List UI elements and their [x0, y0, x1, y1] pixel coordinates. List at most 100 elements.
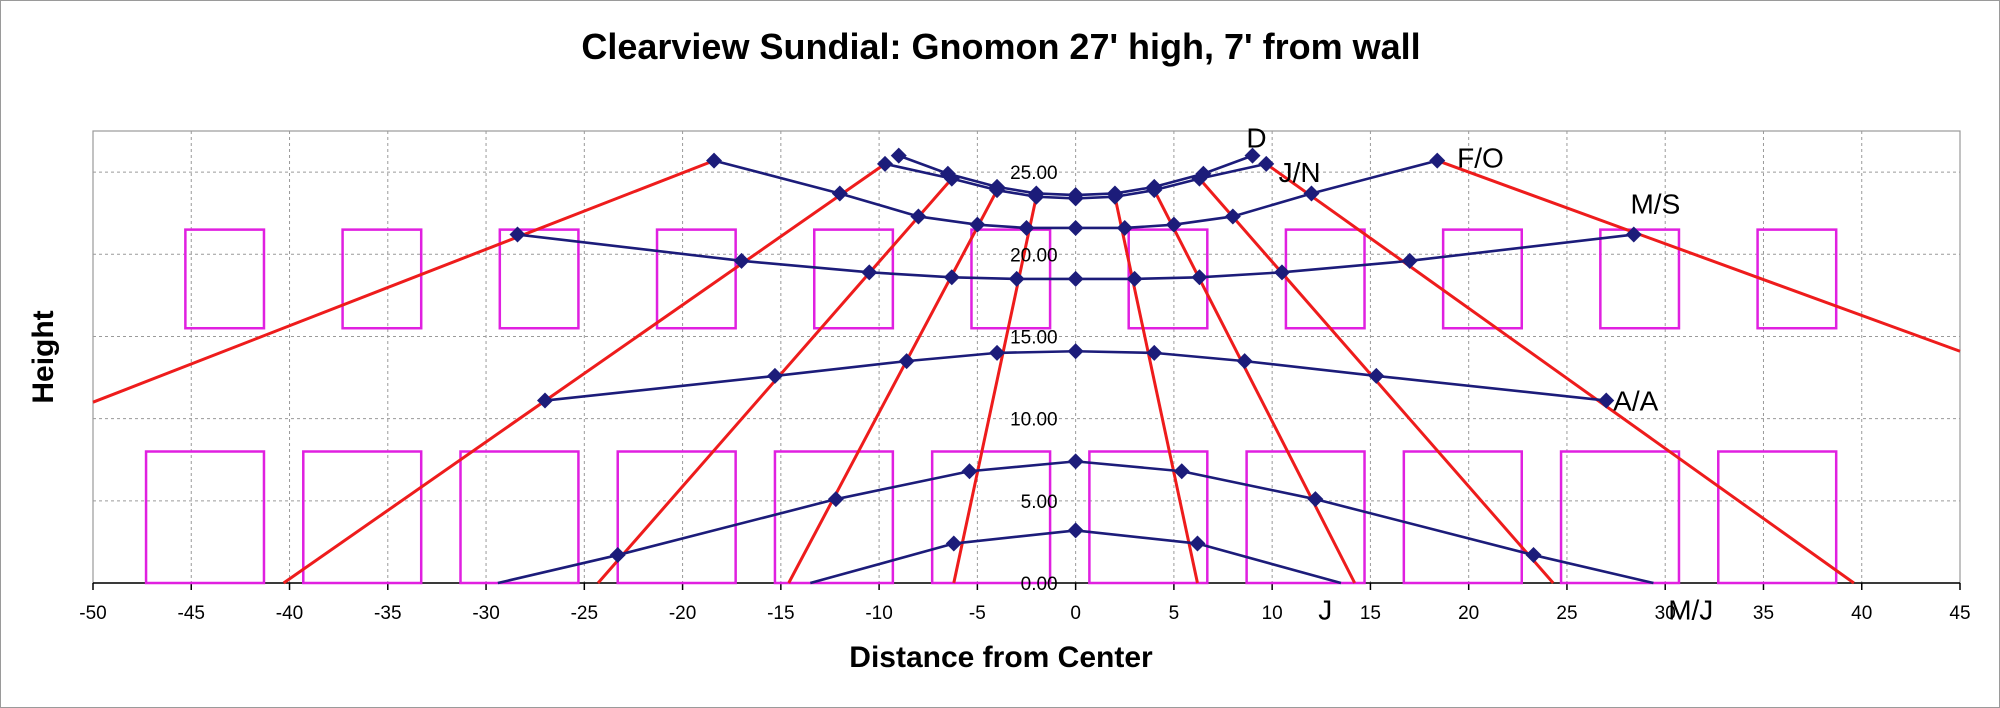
tick-labels: -50 -45 -40 -35 -30 -25 -20 -15 -10 -5 0 5 10 15 20 25 3…: [79, 163, 1970, 624]
lower-window: [1245, 450, 1366, 585]
x-tick-label: -35: [374, 603, 401, 624]
lower-window: [144, 450, 266, 585]
annotation-label: J: [1318, 594, 1332, 625]
x-tick-label: -5: [969, 603, 986, 624]
x-axis-label: Distance from Center: [849, 641, 1153, 674]
y-tick-label: 25.00: [1010, 163, 1058, 184]
data-point-marker: [1067, 219, 1084, 236]
date-line-tail: [1197, 542, 1342, 585]
lower-window: [302, 450, 423, 585]
data-point-marker: [1146, 178, 1163, 195]
data-point-marker: [1244, 147, 1261, 164]
data-point-marker: [1368, 367, 1385, 384]
y-tick-label: 20.00: [1010, 245, 1058, 266]
x-tick-label: 40: [1851, 603, 1872, 624]
data-point-marker: [1146, 344, 1163, 361]
upper-window: [1441, 228, 1523, 330]
upper-window: [341, 228, 423, 330]
lower-window: [1402, 450, 1523, 585]
data-point-marker: [766, 367, 783, 384]
x-tick-label: 35: [1753, 603, 1774, 624]
data-point-marker: [1625, 226, 1642, 243]
x-tick-label: 20: [1458, 603, 1479, 624]
lower-window: [1559, 450, 1681, 585]
annotation-label: F/O: [1457, 142, 1504, 173]
data-point-marker: [509, 226, 526, 243]
data-point-marker: [1195, 165, 1212, 182]
data-point-marker: [1106, 185, 1123, 202]
x-tick-label: 30: [1655, 603, 1676, 624]
annotation-label: M/S: [1630, 188, 1680, 219]
data-point-marker: [939, 165, 956, 182]
lower-window: [616, 450, 737, 585]
hour-line: [1152, 189, 1357, 584]
lower-window: [1717, 450, 1838, 585]
lower-window: [459, 450, 580, 585]
lower-window: [930, 450, 1052, 585]
lower-window: [1088, 450, 1209, 585]
data-point-marker: [1126, 270, 1143, 287]
data-point-marker: [1303, 185, 1320, 202]
x-tick-label: 10: [1262, 603, 1283, 624]
data-point-marker: [831, 185, 848, 202]
data-point-marker: [1598, 392, 1615, 409]
annotation-label: M/J: [1668, 594, 1713, 625]
data-point-marker: [989, 344, 1006, 361]
x-tick-label: -30: [472, 603, 499, 624]
data-point-marker: [1189, 535, 1206, 552]
y-tick-label: 10.00: [1010, 410, 1058, 431]
x-tick-label: 25: [1556, 603, 1577, 624]
data-point-marker: [1429, 152, 1446, 169]
data-point-marker: [1165, 216, 1182, 233]
data-point-marker: [961, 463, 978, 480]
date-line-tail: [809, 542, 955, 585]
data-point-marker: [1236, 353, 1253, 370]
date-line-tail: [497, 553, 619, 585]
data-point-marker: [1525, 547, 1542, 564]
data-point-marker: [943, 269, 960, 286]
hour-line: [1265, 162, 1855, 585]
data-point-marker: [910, 208, 927, 225]
y-tick-label: 0.00: [1021, 574, 1058, 595]
data-point-marker: [989, 178, 1006, 195]
data-point-marker: [1224, 208, 1241, 225]
upper-window: [655, 228, 737, 330]
annotation-label: J/N: [1279, 157, 1321, 188]
data-point-marker: [827, 491, 844, 508]
y-tick-label: 5.00: [1021, 492, 1058, 513]
x-tick-label: -40: [276, 603, 303, 624]
x-tick-label: -20: [669, 603, 696, 624]
x-tick-label: -50: [79, 603, 106, 624]
data-point-marker: [1067, 343, 1084, 360]
annotation-label: D: [1246, 123, 1266, 154]
data-point-marker: [1018, 219, 1035, 236]
hour-line: [787, 189, 999, 584]
x-tick-label: 45: [1949, 603, 1970, 624]
upper-window: [813, 228, 895, 330]
chart-title: Clearview Sundial: Gnomon 27' high, 7' f…: [581, 26, 1420, 67]
data-point-marker: [537, 392, 554, 409]
x-tick-label: -45: [178, 603, 205, 624]
x-tick-label: 5: [1169, 603, 1180, 624]
data-point-marker: [969, 216, 986, 233]
data-point-marker: [1273, 264, 1290, 281]
data-point-marker: [1067, 453, 1084, 470]
lower-window: [773, 450, 895, 585]
data-point-marker: [1116, 219, 1133, 236]
plot-area: [92, 130, 1961, 584]
data-point-marker: [945, 535, 962, 552]
y-tick-label: 15.00: [1010, 327, 1058, 348]
upper-window: [1599, 228, 1681, 330]
data-point-marker: [706, 152, 723, 169]
x-tick-label: 15: [1360, 603, 1381, 624]
data-point-marker: [1067, 522, 1084, 539]
data-point-marker: [1258, 155, 1275, 172]
hour-line: [92, 159, 715, 404]
data-point-marker: [861, 264, 878, 281]
upper-window: [184, 228, 266, 330]
x-tick-label: -10: [865, 603, 892, 624]
data-point-marker: [1173, 463, 1190, 480]
data-point-marker: [1028, 185, 1045, 202]
